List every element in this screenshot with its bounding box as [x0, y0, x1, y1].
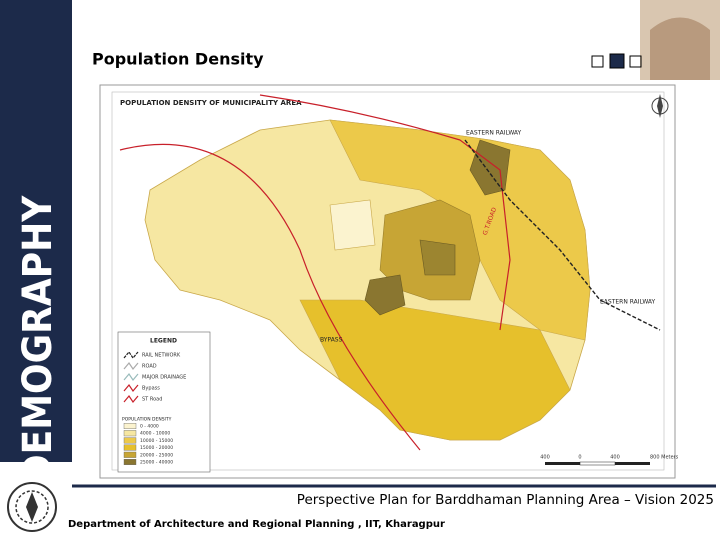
legend-lines: RAIL NETWORK ROAD MAJOR DRAINAGE Bypass ST R… [123, 350, 186, 404]
sidebar [0, 0, 72, 462]
legend-label: ST Road [142, 397, 162, 403]
north-arrow [651, 94, 669, 118]
logo [7, 482, 57, 532]
scale-label: 800 Meters [650, 455, 679, 461]
road [259, 94, 511, 331]
legend-swatch [123, 361, 139, 371]
map-label: EASTERN RAILWAY [466, 130, 522, 137]
legend-label: RAIL NETWORK [142, 353, 181, 359]
legend-label: 0 - 4000 [140, 424, 159, 430]
scale-segment [615, 462, 650, 465]
slide-title: Population Density [92, 50, 264, 69]
scale-segment [545, 462, 580, 465]
legend-swatch [123, 383, 139, 393]
region [329, 119, 591, 341]
legend-label: 20000 - 25000 [140, 452, 173, 458]
region [364, 274, 406, 316]
legend-swatch [123, 350, 139, 360]
legend-swatch [123, 444, 137, 451]
legend-swatch [123, 372, 139, 382]
nav-icon[interactable] [609, 53, 625, 69]
legend-label: ROAD [142, 364, 157, 370]
scale-segment [579, 461, 616, 466]
legend-density-title: POPULATION DENSITY [122, 417, 172, 423]
map-regions [144, 119, 591, 441]
legend-label: 10000 - 15000 [140, 438, 173, 444]
map-label: EASTERN RAILWAY [600, 299, 656, 306]
map-lines [119, 94, 661, 451]
nav-icon[interactable] [591, 55, 604, 68]
scale-label: 400 [540, 455, 550, 461]
legend-label: Bypass [142, 386, 160, 392]
footer-plan: Perspective Plan for Barddhaman Planning… [297, 492, 714, 508]
legend-swatch [123, 437, 137, 444]
legend-title: LEGEND [150, 338, 177, 345]
legend-swatch [123, 459, 137, 466]
legend-swatch [123, 451, 137, 458]
region [299, 299, 571, 441]
map-label: BYPASS [320, 337, 343, 344]
map-title: POPULATION DENSITY OF MUNICIPALITY AREA [120, 99, 302, 107]
legend-swatch [123, 394, 139, 404]
scale-bar: 400 0 400 800 Meters [540, 455, 679, 466]
legend-label: MAJOR DRAINAGE [142, 375, 186, 381]
legend-label: 15000 - 20000 [140, 445, 173, 451]
nav-icon[interactable] [629, 55, 642, 68]
region [329, 199, 376, 251]
nav-icons [591, 53, 642, 69]
scale-label: 400 [610, 455, 620, 461]
region [469, 139, 511, 196]
legend-swatch [123, 423, 137, 430]
bypass [119, 143, 421, 451]
railway [464, 139, 661, 331]
header-photo-arch [650, 17, 710, 80]
scale-label: 0 [578, 455, 581, 461]
footer-department: Department of Architecture and Regional … [68, 519, 445, 530]
legend-swatch [123, 430, 137, 437]
sidebar-label: DEMOGRAPHY [15, 195, 61, 484]
legend-label: 4000 - 10000 [140, 431, 170, 437]
region [419, 239, 456, 276]
legend-label: 25000 - 40000 [140, 460, 173, 466]
